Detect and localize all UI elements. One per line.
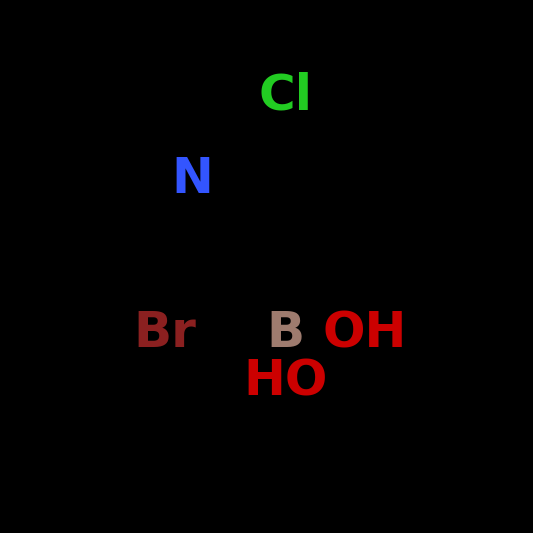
Text: N: N	[171, 155, 213, 203]
Text: HO: HO	[243, 357, 327, 405]
Text: OH: OH	[323, 309, 407, 357]
Text: Br: Br	[134, 309, 197, 357]
Text: Cl: Cl	[258, 72, 312, 120]
Text: B: B	[266, 309, 304, 357]
